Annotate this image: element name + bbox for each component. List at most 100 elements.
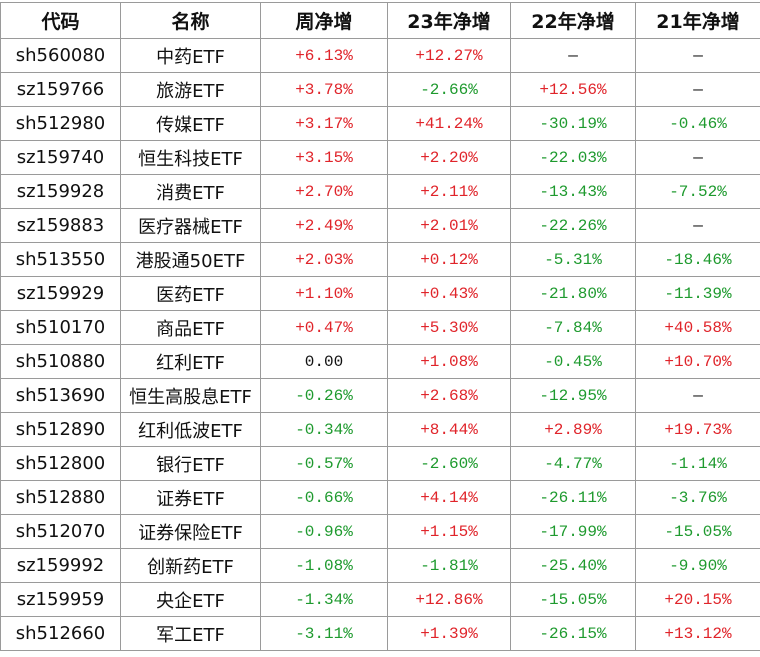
change-cell: -2.60% (388, 447, 511, 481)
change-cell: +1.39% (388, 617, 511, 651)
change-cell: +41.24% (388, 107, 511, 141)
change-cell: +4.14% (388, 481, 511, 515)
fund-name: 恒生高股息ETF (121, 379, 261, 413)
change-cell: -21.80% (511, 277, 636, 311)
change-cell: +6.13% (261, 39, 388, 73)
change-cell: -22.03% (511, 141, 636, 175)
change-cell: -26.11% (511, 481, 636, 515)
fund-name: 红利低波ETF (121, 413, 261, 447)
change-cell: -5.31% (511, 243, 636, 277)
change-cell: -15.05% (511, 583, 636, 617)
change-cell: +10.70% (636, 345, 760, 379)
change-cell: -0.66% (261, 481, 388, 515)
fund-name: 创新药ETF (121, 549, 261, 583)
change-cell: +2.49% (261, 209, 388, 243)
change-cell: -0.96% (261, 515, 388, 549)
change-cell: +1.10% (261, 277, 388, 311)
change-cell: +1.08% (388, 345, 511, 379)
fund-name: 消费ETF (121, 175, 261, 209)
change-cell: -0.57% (261, 447, 388, 481)
change-cell: +12.27% (388, 39, 511, 73)
header-cell: 代码 (1, 3, 121, 39)
change-cell: -3.11% (261, 617, 388, 651)
change-cell: +2.03% (261, 243, 388, 277)
fund-code: sh510170 (1, 311, 121, 345)
fund-name: 医药ETF (121, 277, 261, 311)
change-cell: +5.30% (388, 311, 511, 345)
fund-name: 恒生科技ETF (121, 141, 261, 175)
change-cell: — (636, 209, 760, 243)
header-cell: 21年净增 (636, 3, 760, 39)
change-cell: -22.26% (511, 209, 636, 243)
fund-name: 中药ETF (121, 39, 261, 73)
fund-code: sh513550 (1, 243, 121, 277)
fund-name: 证券保险ETF (121, 515, 261, 549)
header-cell: 23年净增 (388, 3, 511, 39)
header-cell: 22年净增 (511, 3, 636, 39)
fund-code: sh512890 (1, 413, 121, 447)
change-cell: 0.00 (261, 345, 388, 379)
change-cell: +2.20% (388, 141, 511, 175)
change-cell: +3.15% (261, 141, 388, 175)
change-cell: -0.46% (636, 107, 760, 141)
header-cell: 名称 (121, 3, 261, 39)
change-cell: +12.56% (511, 73, 636, 107)
fund-name: 医疗器械ETF (121, 209, 261, 243)
change-cell: -26.15% (511, 617, 636, 651)
fund-name: 旅游ETF (121, 73, 261, 107)
change-cell: -1.14% (636, 447, 760, 481)
fund-code: sh512880 (1, 481, 121, 515)
change-cell: -0.34% (261, 413, 388, 447)
change-cell: -7.52% (636, 175, 760, 209)
fund-name: 银行ETF (121, 447, 261, 481)
fund-code: sz159929 (1, 277, 121, 311)
change-cell: -4.77% (511, 447, 636, 481)
change-cell: +13.12% (636, 617, 760, 651)
change-cell: +20.15% (636, 583, 760, 617)
change-cell: — (511, 39, 636, 73)
change-cell: +2.01% (388, 209, 511, 243)
change-cell: +0.12% (388, 243, 511, 277)
change-cell: -12.95% (511, 379, 636, 413)
change-cell: -3.76% (636, 481, 760, 515)
fund-code: sh512800 (1, 447, 121, 481)
fund-name: 军工ETF (121, 617, 261, 651)
header-cell: 周净增 (261, 3, 388, 39)
fund-code: sz159740 (1, 141, 121, 175)
fund-name: 央企ETF (121, 583, 261, 617)
fund-code: sz159883 (1, 209, 121, 243)
change-cell: -2.66% (388, 73, 511, 107)
fund-code: sh512980 (1, 107, 121, 141)
change-cell: -17.99% (511, 515, 636, 549)
change-cell: -18.46% (636, 243, 760, 277)
change-cell: -15.05% (636, 515, 760, 549)
change-cell: -1.81% (388, 549, 511, 583)
change-cell: +2.68% (388, 379, 511, 413)
change-cell: +1.15% (388, 515, 511, 549)
change-cell: +3.17% (261, 107, 388, 141)
change-cell: +12.86% (388, 583, 511, 617)
fund-code: sz159992 (1, 549, 121, 583)
change-cell: -0.26% (261, 379, 388, 413)
fund-code: sh510880 (1, 345, 121, 379)
change-cell: +2.11% (388, 175, 511, 209)
change-cell: +0.47% (261, 311, 388, 345)
fund-code: sh560080 (1, 39, 121, 73)
change-cell: -1.08% (261, 549, 388, 583)
change-cell: — (636, 379, 760, 413)
